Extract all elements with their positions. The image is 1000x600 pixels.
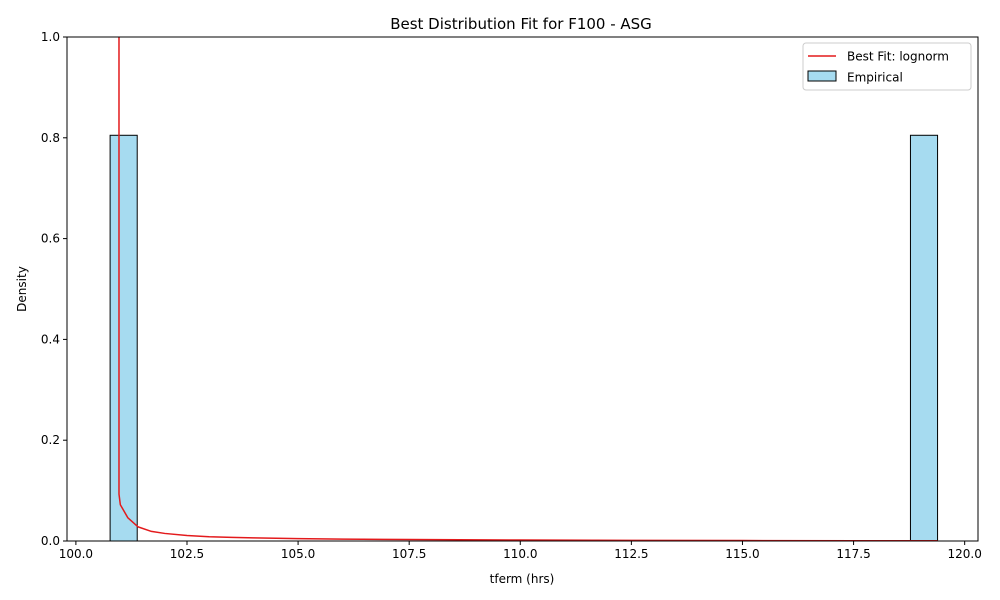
legend: Best Fit: lognorm Empirical: [802, 42, 972, 91]
plot-area: 100.0 102.5 105.0 107.5 110.0 112.5 115.0 117.5…: [41, 30, 982, 561]
x-tick-label: 105.0: [281, 547, 315, 561]
y-tick-label: 0.4: [41, 332, 60, 346]
x-tick-label: 107.5: [392, 547, 426, 561]
y-tick-label: 1.0: [41, 30, 60, 44]
legend-box: [802, 42, 972, 91]
y-tick-label: 0.8: [41, 131, 60, 145]
y-axis-label: Density: [15, 266, 29, 312]
y-tick-label: 0.0: [41, 534, 60, 548]
y-tick-label: 0.2: [41, 433, 60, 447]
y-tick-label: 0.6: [41, 232, 60, 246]
x-tick-label: 112.5: [614, 547, 648, 561]
histogram-bar-2: [909, 134, 939, 542]
chart-title: Best Distribution Fit for F100 - ASG: [390, 15, 652, 33]
x-tick-label: 117.5: [836, 547, 870, 561]
legend-fit-line-label: Best Fit: lognorm: [847, 50, 949, 64]
legend-empirical-swatch: [807, 70, 837, 82]
x-tick-label: 100.0: [59, 547, 93, 561]
x-tick-label: 115.0: [725, 547, 759, 561]
x-tick-label: 120.0: [947, 547, 981, 561]
x-tick-label: 102.5: [170, 547, 204, 561]
x-tick-label: 110.0: [503, 547, 537, 561]
axes-frame: [66, 36, 979, 542]
legend-empirical-label: Empirical: [847, 71, 903, 85]
fit-line: [118, 37, 938, 541]
histogram-bar-1: [109, 134, 138, 542]
x-axis-label: tferm (hrs): [490, 572, 555, 586]
